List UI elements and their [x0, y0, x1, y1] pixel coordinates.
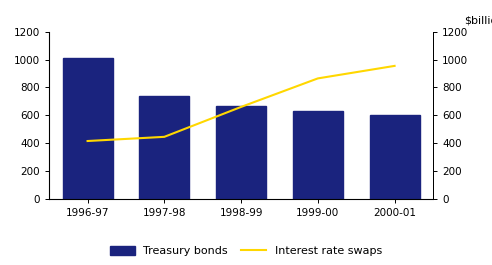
- Bar: [369, 114, 420, 199]
- Legend: Treasury bonds, Interest rate swaps: Treasury bonds, Interest rate swaps: [107, 242, 385, 259]
- Bar: [139, 96, 189, 199]
- Bar: [216, 106, 266, 199]
- Bar: [293, 111, 343, 199]
- Text: $billion: $billion: [463, 15, 492, 25]
- Bar: [62, 58, 113, 199]
